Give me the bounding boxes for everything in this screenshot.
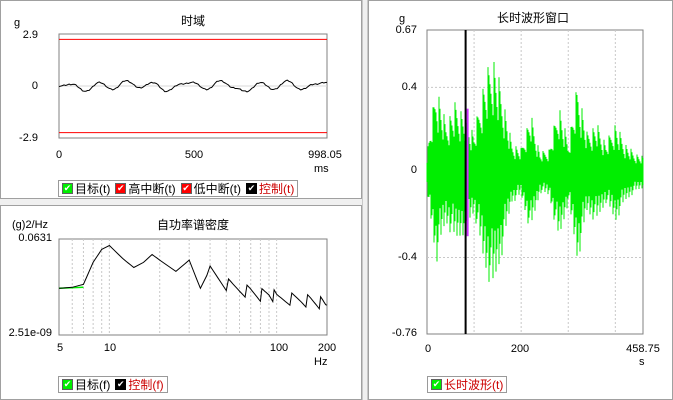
long-y-unit: g [399,13,406,25]
time-legend-item[interactable]: ✔ 目标(t) [62,180,110,197]
horizontal-splitter[interactable] [0,199,362,205]
long-y-tick-067: 0.67 [395,24,417,36]
psd-legend-label: 控制(f) [128,378,164,392]
time-y-tick-bottom: -2.9 [19,132,38,144]
psd-legend-item[interactable]: ✔ 目标(f) [62,376,110,393]
long-waveform-plot[interactable] [426,29,644,335]
time-legend-label: 低中断(t) [193,182,241,196]
psd-y-tick-top: 0.0631 [18,232,52,244]
time-y-tick-mid: 0 [31,80,38,92]
time-legend-item[interactable]: ✔ 低中断(t) [180,180,241,197]
psd-legend: ✔ 目标(f) ✔ 控制(f) [58,376,168,393]
vertical-splitter[interactable] [362,0,368,400]
long-x-tick-0: 0 [424,343,432,355]
long-y-tick-m04: -0.4 [398,251,417,263]
time-domain-legend: ✔ 目标(t) ✔ 高中断(t) ✔ 低中断(t) ✔ 控制(t) [58,180,299,197]
long-legend-label: 长时波形(t) [444,378,504,392]
time-x-tick-500: 500 [184,149,204,161]
long-waveform-legend: ✔ 长时波形(t) [427,376,508,393]
checkbox-icon[interactable]: ✔ [180,183,192,194]
time-y-tick-top: 2.9 [22,29,38,41]
time-x-tick-max: 998.05 [308,149,342,161]
psd-x-tick-100: 100 [269,342,289,354]
long-y-tick-m076: -0.76 [391,327,417,339]
psd-y-unit: (g)2/Hz [12,219,49,231]
psd-plot[interactable] [58,238,328,336]
time-x-tick-0: 0 [55,149,63,161]
time-domain-panel: 时域 g 2.9 0 -2.9 0 500 998.05 ms ✔ 目标(t) ✔ 高… [0,0,362,199]
time-domain-title: 时域 [180,14,206,28]
long-waveform-panel: 长时波形窗口 g 0.67 0.4 0 -0.4 -0.76 0 200 458… [368,0,673,400]
time-legend-item[interactable]: ✔ 高中断(t) [115,180,176,197]
checkbox-icon[interactable]: ✔ [431,379,442,390]
time-y-unit: g [14,17,21,29]
psd-control-line [58,244,328,311]
psd-x-tick-10: 10 [103,342,117,354]
control-signal-line [58,79,328,93]
long-y-tick-0: 0 [410,164,417,176]
psd-legend-label: 目标(f) [75,378,111,392]
checkbox-icon[interactable]: ✔ [245,183,257,194]
psd-x-tick-5: 5 [56,342,64,354]
long-y-tick-04: 0.4 [401,81,417,93]
time-domain-plot[interactable] [58,33,328,139]
time-legend-label: 高中断(t) [128,182,176,196]
time-legend-label: 控制(t) [258,182,295,196]
long-legend-item[interactable]: ✔ 长时波形(t) [431,376,503,393]
time-legend-item[interactable]: ✔ 控制(t) [245,180,295,197]
window-marker [466,108,469,237]
long-x-unit: s [639,356,645,368]
long-x-tick-max: 458.75 [626,343,660,355]
checkbox-icon[interactable]: ✔ [62,379,73,390]
psd-x-unit: Hz [314,356,328,368]
checkbox-icon[interactable]: ✔ [115,379,127,390]
long-waveform-trace [426,62,644,282]
time-legend-label: 目标(t) [75,182,111,196]
time-x-unit: ms [314,163,329,175]
psd-y-tick-bottom: 2.51e-09 [8,327,52,339]
long-x-tick-200: 200 [510,343,530,355]
psd-panel: 自功率谱密度 (g)2/Hz 0.0631 2.51e-09 5 10 100 … [0,205,362,400]
checkbox-icon[interactable]: ✔ [62,183,73,194]
psd-legend-item[interactable]: ✔ 控制(f) [115,376,164,393]
long-waveform-title: 长时波形窗口 [496,11,570,25]
checkbox-icon[interactable]: ✔ [115,183,127,194]
psd-title: 自功率谱密度 [156,218,230,232]
psd-x-tick-200: 200 [317,342,337,354]
plot-frame [58,238,328,336]
